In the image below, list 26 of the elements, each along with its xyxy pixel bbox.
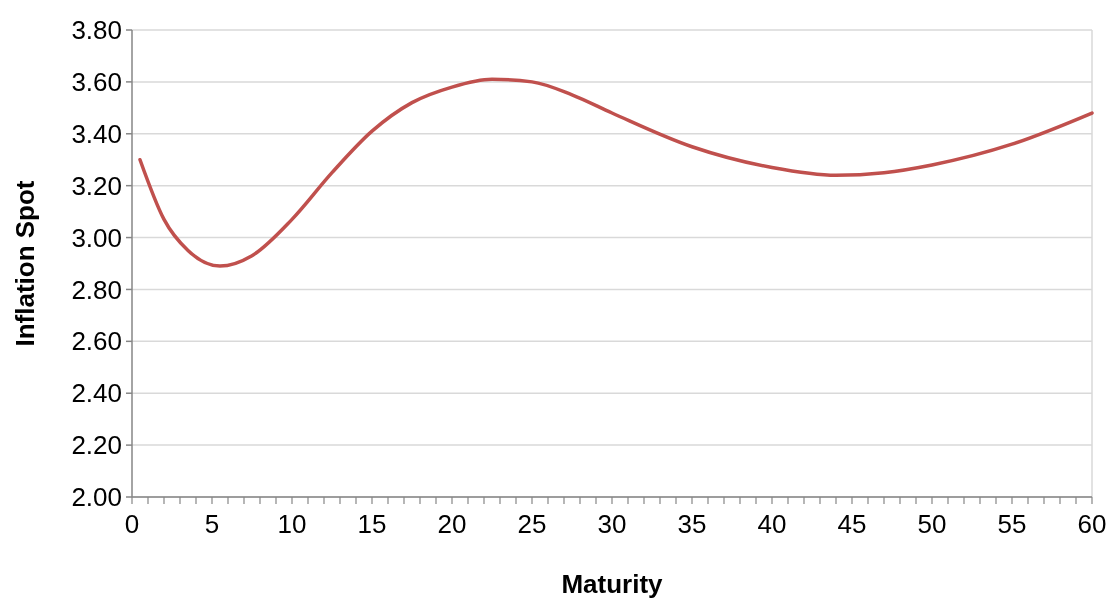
x-tick-label: 35 [677, 509, 707, 539]
x-tick-label: 25 [517, 509, 547, 539]
y-tick-label: 3.20 [71, 170, 122, 201]
line-series [138, 77, 1094, 268]
x-tick-label: 45 [837, 509, 867, 539]
x-tick-label: 50 [917, 509, 947, 539]
x-tick-label: 55 [997, 509, 1027, 539]
x-tick-label: 30 [597, 509, 627, 539]
y-tick-label: 2.60 [71, 326, 122, 357]
x-tick-label: 15 [357, 509, 387, 539]
x-axis-title: Maturity [561, 569, 664, 599]
x-tick-label: 5 [204, 509, 220, 539]
y-tick-label: 2.40 [71, 378, 122, 409]
x-tick-label: 60 [1077, 509, 1107, 539]
y-tick-label: 3.40 [71, 118, 122, 149]
x-tick-label: 40 [757, 509, 787, 539]
y-tick-label: 3.80 [71, 15, 122, 46]
y-tick-label: 3.60 [71, 66, 122, 97]
y-tick-label: 2.00 [71, 482, 122, 513]
y-axis-title: Inflation Spot [10, 180, 40, 347]
y-tick-label: 2.20 [71, 430, 122, 461]
x-tick-label: 20 [437, 509, 467, 539]
y-tick-label: 3.00 [71, 222, 122, 253]
x-tick-label: 0 [124, 509, 140, 539]
x-tick-label: 10 [277, 509, 307, 539]
y-tick-label: 2.80 [71, 274, 122, 305]
